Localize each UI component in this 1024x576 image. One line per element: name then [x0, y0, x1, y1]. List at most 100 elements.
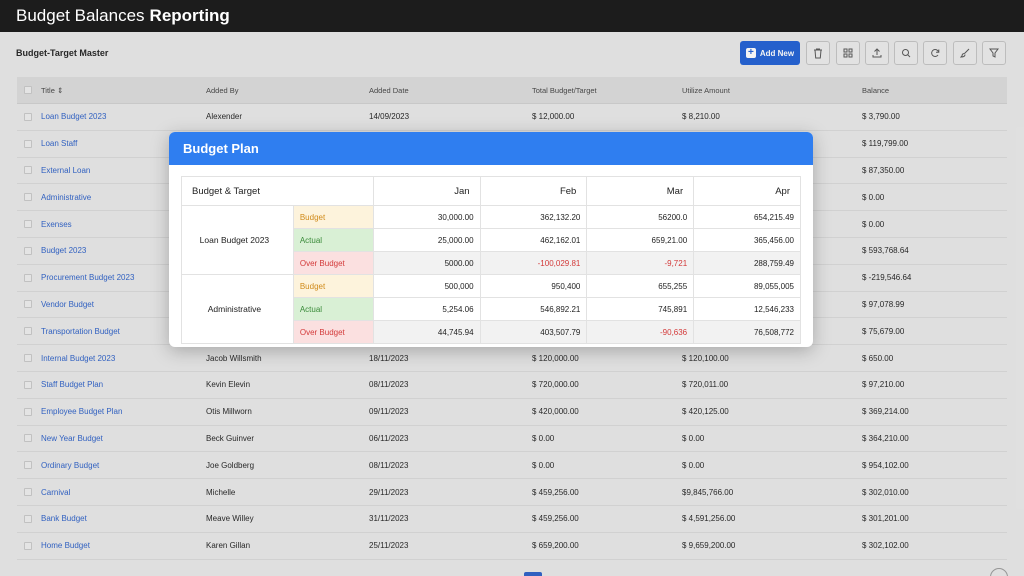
cell-balance: $ 97,210.00: [862, 380, 905, 390]
cell-total: $ 0.00: [532, 433, 555, 443]
row-checkbox[interactable]: [24, 488, 32, 497]
cell-title[interactable]: Exenses: [41, 219, 72, 229]
table-row[interactable]: Staff Budget Plan Kevin Elevin 08/11/2023 $…: [17, 371, 1007, 399]
table-row[interactable]: Loan Budget 2023 Alexender 14/09/2023 $ 12,…: [17, 104, 1007, 131]
row-checkbox[interactable]: [24, 327, 32, 336]
cell-title[interactable]: Procurement Budget 2023: [41, 273, 135, 283]
cell-title[interactable]: Home Budget: [41, 541, 90, 551]
cell-utilize: $ 720,011.00: [682, 380, 729, 390]
row-checkbox[interactable]: [24, 193, 32, 202]
plan-value: 12,546,233: [693, 297, 801, 321]
cell-added-by: Otis Millworn: [206, 407, 252, 417]
plan-value: 500,000: [372, 274, 481, 298]
row-checkbox[interactable]: [24, 220, 32, 229]
month-header: Feb: [479, 176, 588, 206]
table-row[interactable]: Home Budget Karen Gillan 25/11/2023 $ 659,2…: [17, 532, 1007, 560]
cell-total: $ 12,000.00: [532, 112, 575, 122]
cell-title[interactable]: New Year Budget: [41, 433, 103, 443]
cell-utilize: $ 4,591,256.00: [682, 514, 736, 524]
row-checkbox[interactable]: [24, 273, 32, 282]
cell-balance: $ 87,350.00: [862, 165, 905, 175]
row-checkbox[interactable]: [24, 354, 32, 363]
cell-total: $ 720,000.00: [532, 380, 579, 390]
cell-added-date: 25/11/2023: [369, 541, 409, 551]
cell-title[interactable]: Ordinary Budget: [41, 460, 100, 470]
cell-title[interactable]: Staff Budget Plan: [41, 380, 104, 390]
table-row[interactable]: Employee Budget Plan Otis Millworn 09/11/2…: [17, 398, 1007, 426]
cell-total: $ 420,000.00: [532, 407, 579, 417]
row-checkbox[interactable]: [24, 112, 32, 121]
cell-added-by: Kevin Elevin: [206, 380, 251, 390]
trash-icon[interactable]: [806, 41, 830, 65]
row-checkbox[interactable]: [24, 300, 32, 309]
cell-title[interactable]: Loan Staff: [41, 139, 78, 149]
table-row[interactable]: Carnival Michelle 29/11/2023 $ 459,256.00 $9…: [17, 479, 1007, 506]
table-row[interactable]: Ordinary Budget Joe Goldberg 08/11/2023 $ 0…: [17, 452, 1007, 480]
cell-title[interactable]: Internal Budget 2023: [41, 353, 116, 363]
cell-utilize: $9,845,766.00: [682, 487, 734, 497]
plan-row-label: Over Budget: [292, 320, 374, 344]
cell-title[interactable]: Transportation Budget: [41, 326, 120, 336]
table-row[interactable]: New Year Budget Beck Guinver 06/11/2023 $ 0…: [17, 425, 1007, 453]
cell-added-date: 31/11/2023: [369, 514, 409, 524]
table-header: Title ⇕ Added By Added Date Total Budget…: [17, 77, 1007, 104]
brush-icon[interactable]: [953, 41, 977, 65]
cell-title[interactable]: Budget 2023: [41, 246, 87, 256]
cell-balance: $ 0.00: [862, 219, 885, 229]
plan-value: 745,891: [586, 297, 695, 321]
table-row[interactable]: Internal Budget 2023 Jacob Willsmith 18/11…: [17, 345, 1007, 372]
plan-value: 403,507.79: [479, 320, 588, 344]
plus-icon: +: [745, 48, 756, 58]
cell-title[interactable]: Administrative: [41, 192, 92, 202]
grid-icon[interactable]: [836, 41, 860, 65]
add-new-button[interactable]: + Add New: [740, 41, 800, 65]
row-checkbox[interactable]: [24, 380, 32, 389]
plan-group-name: Administrative: [181, 274, 294, 344]
header-total: Total Budget/Target: [532, 85, 597, 95]
plan-row: Administrative Budget 500,000 950,400 655,25…: [181, 274, 801, 344]
cell-title[interactable]: Carnival: [41, 487, 71, 497]
row-checkbox[interactable]: [24, 514, 32, 523]
cell-added-date: 14/09/2023: [369, 112, 410, 122]
cell-title[interactable]: Employee Budget Plan: [41, 407, 123, 417]
plan-header-first: Budget & Target: [181, 176, 374, 206]
row-checkbox[interactable]: [24, 461, 32, 470]
row-checkbox[interactable]: [24, 166, 32, 175]
plan-row-label: Actual: [292, 297, 374, 321]
header-title[interactable]: Title ⇕: [41, 85, 64, 95]
row-checkbox[interactable]: [24, 434, 32, 443]
cell-title[interactable]: Bank Budget: [41, 514, 87, 524]
cell-balance: $ 0.00: [862, 192, 885, 202]
cell-title[interactable]: Vendor Budget: [41, 299, 94, 309]
cell-added-by: Karen Gillan: [206, 541, 251, 551]
cell-balance: $ 650.00: [862, 353, 894, 363]
search-icon[interactable]: [894, 41, 918, 65]
plan-body: Loan Budget 2023 Budget 30,000.00 362,132.2…: [181, 205, 801, 344]
cell-total: $ 459,256.00: [532, 514, 579, 524]
pagination-current[interactable]: [524, 572, 542, 576]
row-checkbox[interactable]: [24, 139, 32, 148]
table-row[interactable]: Bank Budget Meave Willey 31/11/2023 $ 459,2…: [17, 505, 1007, 533]
plan-value: 5000.00: [372, 251, 481, 275]
toolbar: Budget-Target Master + Add New: [0, 40, 1024, 68]
header-added-by: Added By: [206, 85, 239, 95]
row-checkbox[interactable]: [24, 246, 32, 255]
app-header: Budget Balances Reporting: [0, 0, 1024, 32]
filter-icon[interactable]: [982, 41, 1006, 65]
cell-added-by: Alexender: [206, 112, 243, 122]
plan-value: 654,215.49: [693, 205, 801, 229]
row-checkbox[interactable]: [24, 407, 32, 416]
row-checkbox[interactable]: [24, 541, 32, 550]
page-title: Budget-Target Master: [16, 48, 109, 58]
refresh-icon[interactable]: [923, 41, 947, 65]
upload-icon[interactable]: [865, 41, 889, 65]
select-all-checkbox[interactable]: [24, 86, 32, 94]
cell-utilize: $ 8,210.00: [682, 112, 720, 122]
app-title: Budget Balances: [16, 6, 145, 25]
plan-value: -9,721: [586, 251, 695, 275]
plan-header-row: Budget & Target Jan Feb Mar Apr: [181, 176, 801, 206]
cell-title[interactable]: Loan Budget 2023: [41, 112, 107, 122]
plan-value: 288,759.49: [693, 251, 801, 275]
plan-value: -90,636: [586, 320, 695, 344]
cell-title[interactable]: External Loan: [41, 165, 91, 175]
